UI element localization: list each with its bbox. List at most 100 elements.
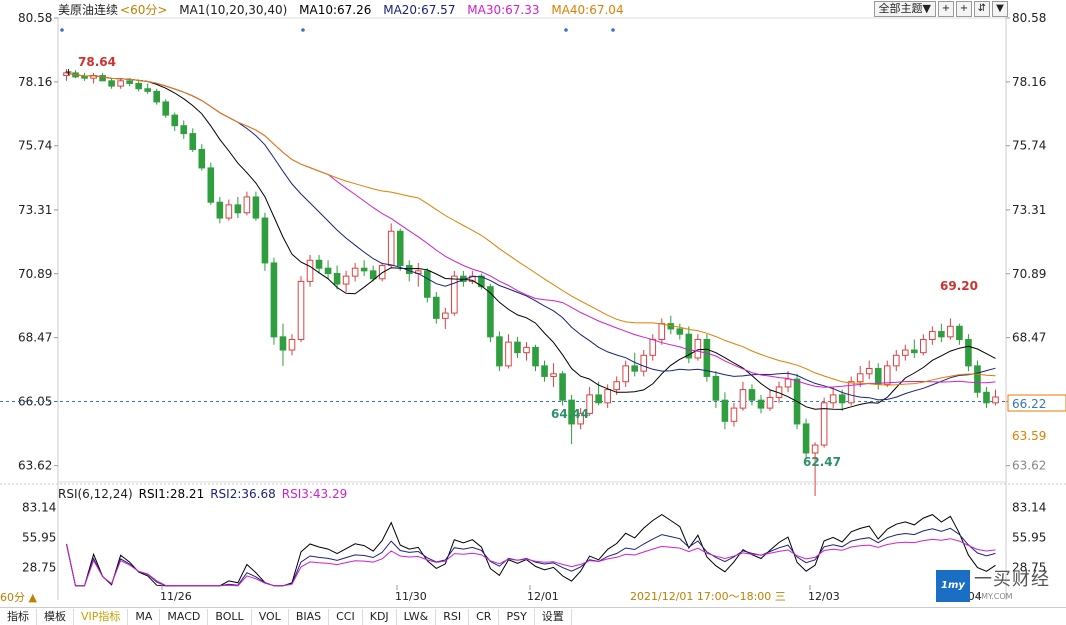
annotation-low1: 64.44 [551,407,589,421]
candle-body [117,80,124,87]
price-tick-right: 73.31 [1012,203,1046,217]
chart-toolbar: 全部主题▼ + + ⇵ ▼ [873,1,1008,17]
switch-icon[interactable]: ⇵ [974,1,990,17]
current-price-label: 66.22 [1012,397,1046,411]
candle-body [369,270,377,280]
tab-template[interactable]: 模板 [37,608,74,625]
candle-body [423,270,431,298]
price-tick-right: 70.89 [1012,267,1046,281]
tab-kdj[interactable]: KDJ [363,608,397,625]
rsi1-value: RSI1:28.21 [138,487,205,501]
tab-macd[interactable]: MACD [160,608,209,625]
zoom-in-icon[interactable]: + [938,1,954,17]
candle-body [135,82,142,90]
candle-body [956,325,963,340]
x-label-1203: 12/03 [808,590,840,603]
candle-body [333,272,341,285]
candle-body [550,373,557,377]
tab-ma[interactable]: MA [128,608,161,625]
dropdown-icon[interactable]: ▼ [992,1,1008,17]
candle-body [505,341,512,367]
annotation-low2: 62.47 [803,455,841,469]
tab-rsi[interactable]: RSI [436,608,470,625]
annotation-high-end: 69.20 [940,279,978,293]
x-label-1126: 11/26 [160,590,192,603]
candle-body [396,230,404,267]
candle-body [820,402,828,446]
candle-body [360,267,368,272]
rsi3-line [66,538,996,587]
candle-body [144,88,151,92]
logo-mark-icon: 1my [936,570,970,602]
candle-body [838,394,846,404]
tab-boll[interactable]: BOLL [208,608,252,625]
candle-body [532,346,539,367]
x-label-1201: 12/01 [527,590,559,603]
period-label[interactable]: <60分> [120,3,168,17]
candle-body [541,365,548,377]
candle-body [883,365,891,385]
candle-body [983,391,990,404]
event-marker-dot [60,28,64,32]
candle-body [802,423,810,454]
tab-bias[interactable]: BIAS [289,608,330,625]
price-tick-left: 63.62 [18,459,52,473]
tab-settings[interactable]: 设置 [535,608,572,625]
candle-body [261,217,269,264]
candle-body [252,196,260,219]
logo-name: 一买财经 [974,569,1050,590]
tab-lw[interactable]: LW& [397,608,437,625]
candle-body [577,412,584,425]
hover-time-label: 2021/12/01 17:00～18:00 三 [630,590,786,603]
candle-body [81,76,88,79]
tab-vol[interactable]: VOL [252,608,289,625]
candle-body [757,399,765,409]
candle-body [180,125,188,135]
chart-canvas[interactable]: 80.58 80.58 78.16 78.16 75.74 75.74 73.31 73.31… [0,0,1066,607]
candle-body [306,259,314,282]
tab-psy[interactable]: PSY [499,608,535,625]
candle-body [721,399,729,422]
candle-body [911,349,918,354]
tab-vip-indicators[interactable]: VIP指标 [74,608,129,625]
theme-select-button[interactable]: 全部主题▼ [873,1,936,17]
candle-body [351,267,359,277]
chart-legend: 美原油连续 <60分> MA1(10,20,30,40) MA10:67.26 M… [58,2,632,18]
candle-body [288,338,296,351]
logo-url: 1MY.COM [976,592,1013,601]
rsi-tick-right: 28.75 [1012,560,1046,574]
candle-body [965,338,972,367]
candle-body [559,373,566,401]
candle-body [432,296,440,319]
candle-body [631,365,639,372]
candle-body [847,381,855,404]
candle-body [703,338,711,377]
rsi-title: RSI(6,12,24) [58,487,133,501]
rsi-tick-left: 28.75 [22,560,56,574]
ma20-line [66,72,996,401]
ma30-value: MA30:67.33 [467,3,540,17]
tab-cr[interactable]: CR [469,608,500,625]
candle-body [297,280,305,340]
candle-body [685,333,693,359]
price-panel-frame [57,17,1007,483]
ma10-line [66,72,996,410]
candle-body [622,365,630,383]
tab-cci[interactable]: CCI [329,608,363,625]
rsi1-line [66,514,996,587]
price-tick-right: 68.47 [1012,331,1046,345]
rsi-tick-right: 83.14 [1012,501,1046,515]
candle-body [649,338,657,356]
event-marker-dot [301,28,305,32]
current-price-box [1007,394,1066,412]
candle-body [640,354,648,372]
candle-body [225,204,233,219]
candle-body [766,397,774,409]
candle-body [207,167,215,203]
candle-body [929,331,936,340]
ma40-line [66,72,996,386]
tab-indicators[interactable]: 指标 [0,608,37,625]
crosshair-icon[interactable]: + [956,1,972,17]
candle-body [270,262,278,338]
period-toggle[interactable]: 60分 ▲ [0,591,37,604]
